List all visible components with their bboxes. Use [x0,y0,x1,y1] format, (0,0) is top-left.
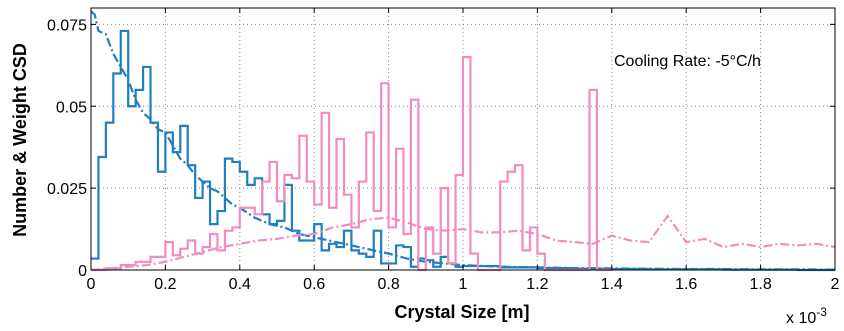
x-tick-label: 0.2 [154,276,176,293]
x-tick-label: 0.4 [229,276,251,293]
series-line-1 [90,10,836,271]
y-tick-label: 0 [78,263,87,280]
y-tick-label: 0.025 [47,181,87,198]
x-multiplier-base: x 10 [786,310,816,327]
x-tick-label: 1.8 [749,276,771,293]
x-tick-label: 1.2 [526,276,548,293]
x-tick-label: 2 [831,276,840,293]
x-axis-label: Crystal Size [m] [394,302,529,322]
cooling-rate-annotation: Cooling Rate: -5°C/h [614,53,761,70]
y-tick-label: 0.05 [56,99,87,116]
x-tick-label: 1.6 [675,276,697,293]
x-axis-multiplier: x 10-3 [786,305,827,327]
x-tick-label: 0 [87,276,96,293]
x-tick-label: 0.6 [303,276,325,293]
axis-ticks: 0 0.2 0.4 0.6 0.8 1 1.2 1.4 1.6 1.8 2 0 0.025 0.05 0.0… [47,8,840,293]
x-multiplier-exponent: -3 [816,305,827,319]
y-tick-label: 0.075 [47,17,87,34]
x-tick-label: 0.8 [377,276,399,293]
series-line-0 [91,29,835,272]
x-tick-label: 1.4 [601,276,623,293]
series-lines [90,10,836,272]
series-line-3 [90,214,836,272]
series-line-2 [91,56,612,272]
y-axis-label: Number & Weight CSD [10,43,30,237]
x-tick-label: 1 [459,276,468,293]
